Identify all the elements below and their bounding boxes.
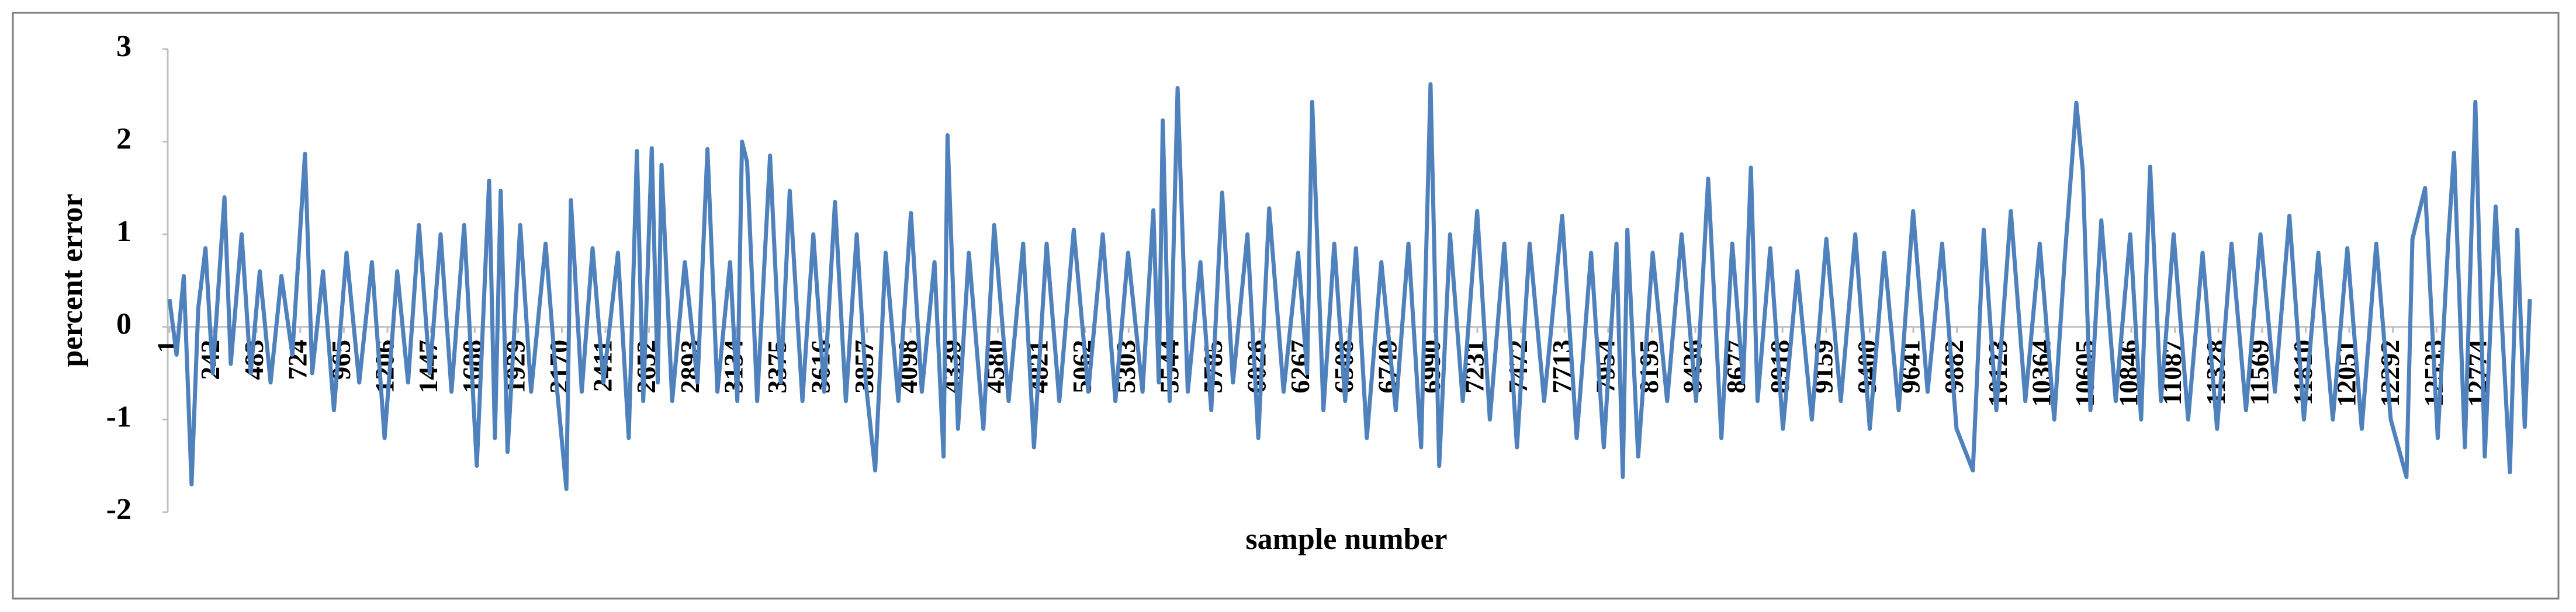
y-axis-title: percent error: [56, 194, 89, 367]
y-tick-label: 3: [116, 30, 131, 63]
y-tick-label: 1: [116, 215, 131, 248]
y-tick-label: -1: [106, 400, 131, 433]
y-tick-label: 2: [116, 123, 131, 156]
x-tick-label: 724: [282, 340, 312, 380]
y-tick-label: 0: [116, 308, 131, 341]
x-tick-label: 7954: [1590, 340, 1620, 394]
x-tick-label: 6267: [1285, 340, 1315, 394]
data-line: [167, 82, 2532, 491]
x-tick-label: 3375: [762, 340, 792, 394]
x-tick-label: 8195: [1634, 340, 1664, 394]
y-tick-label: -2: [106, 493, 131, 526]
x-axis-title: sample number: [1245, 523, 1447, 556]
x-tick-label: 7472: [1503, 340, 1533, 394]
x-tick-label: 1206: [370, 340, 400, 394]
